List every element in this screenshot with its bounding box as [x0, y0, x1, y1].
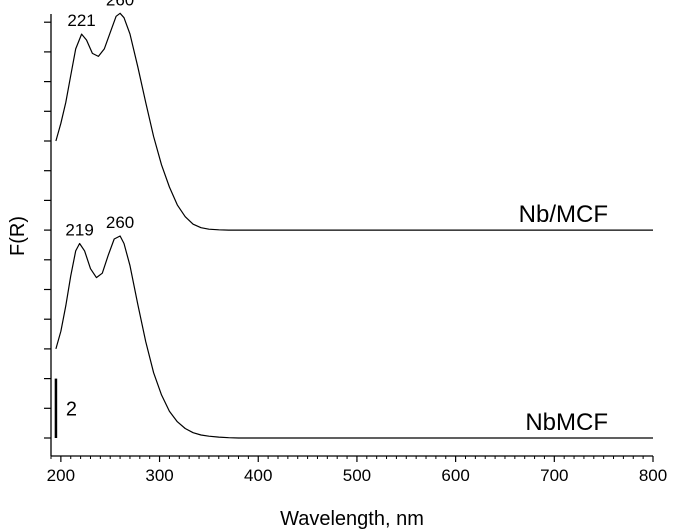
peak-labels: 221 260 219 260 — [65, 0, 134, 239]
x-tick-label: 300 — [145, 466, 173, 485]
x-tick-label: 800 — [639, 466, 667, 485]
x-axis-ticks: 200 300 400 500 600 700 800 — [47, 456, 667, 485]
y-axis-ticks — [44, 21, 51, 439]
peak-label: 221 — [67, 11, 95, 30]
x-tick-label: 200 — [47, 466, 75, 485]
series-layer: Nb/MCF NbMCF — [55, 12, 653, 439]
x-tick-label: 700 — [540, 466, 568, 485]
x-axis-title: Wavelength, nm — [280, 508, 424, 530]
series-line-1 — [55, 12, 653, 231]
scale-bar-label: 2 — [66, 398, 77, 420]
x-tick-label: 400 — [244, 466, 272, 485]
series-label-1: Nb/MCF — [519, 201, 608, 228]
peak-label: 219 — [65, 220, 93, 239]
peak-label: 260 — [106, 213, 134, 232]
series-label-2: NbMCF — [525, 409, 608, 436]
x-tick-label: 500 — [343, 466, 371, 485]
y-axis-title: F(R) — [7, 216, 29, 256]
peak-label: 260 — [106, 0, 134, 9]
series-line-2 — [55, 235, 653, 439]
scale-bar: 2 — [54, 378, 77, 438]
plot-frame — [50, 14, 653, 457]
x-tick-label: 600 — [441, 466, 469, 485]
